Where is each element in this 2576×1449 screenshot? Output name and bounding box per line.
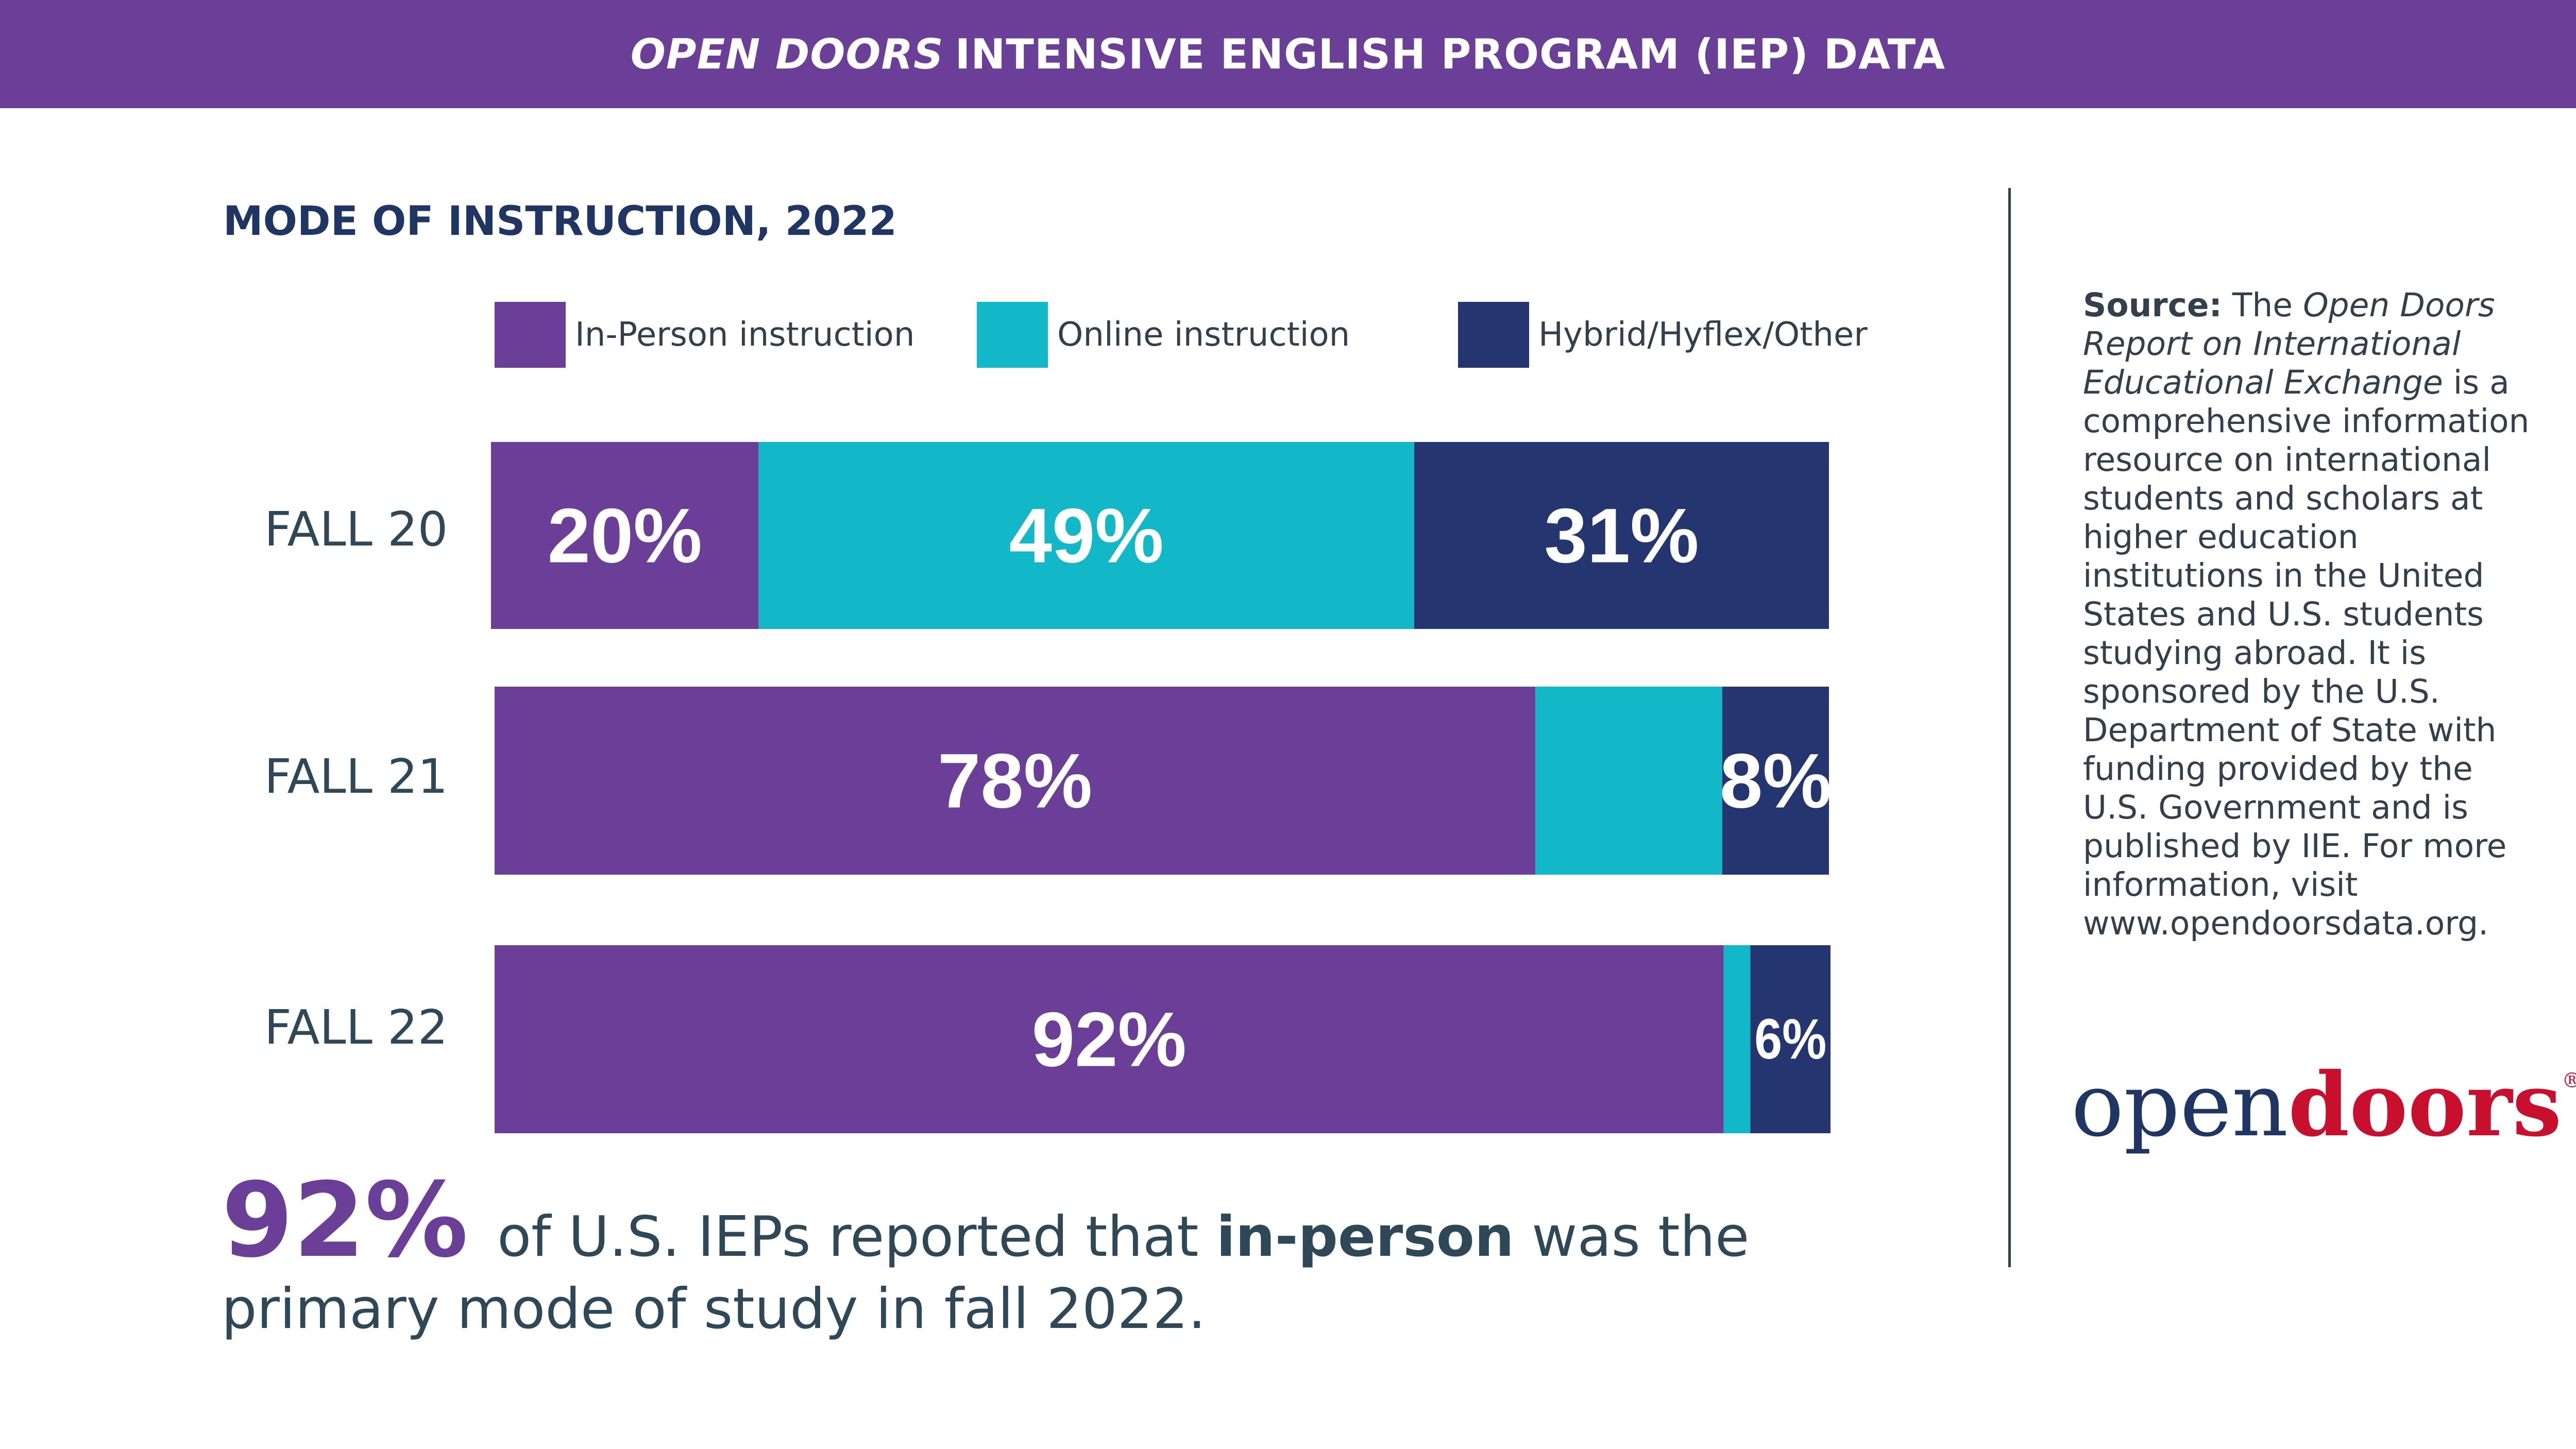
data-label-fall-20-series-1: 49% xyxy=(1009,492,1164,579)
bar-fall-20-series-1 xyxy=(758,442,1414,629)
source-note: Source: The Open Doors Report on Interna… xyxy=(2083,286,2536,943)
takeaway-statement: 92% of U.S. IEPs reported that in-person… xyxy=(222,1169,1767,1345)
takeaway-stat: 92% xyxy=(222,1161,468,1281)
legend-item-hybrid: Hybrid/Hyflex/Other xyxy=(1458,302,1868,368)
bar-fall-21-series-0 xyxy=(495,687,1536,875)
source-report-name: Open Doors Report on International Educa… xyxy=(2083,286,2495,401)
data-label-fall-22-series-0: 92% xyxy=(1032,996,1187,1083)
legend-swatch-hybrid xyxy=(1458,302,1529,368)
takeaway-text-after: was the primary mode of study in fall 20… xyxy=(222,1205,1750,1341)
legend-item-in-person: In-Person instruction xyxy=(495,302,914,368)
data-label-fall-21-series-2: 8% xyxy=(1720,738,1832,824)
data-label-fall-22-series-2: 6% xyxy=(1754,1008,1826,1071)
category-label-fall-21: FALL 21 xyxy=(264,749,448,804)
takeaway-text-before: of U.S. IEPs reported that xyxy=(497,1205,1199,1269)
header-title: INTENSIVE ENGLISH PROGRAM (IEP) DATA xyxy=(955,30,1946,78)
source-text-1: The xyxy=(2232,286,2293,324)
category-label-fall-22: FALL 22 xyxy=(264,1000,448,1055)
opendoors-logo: opendoors® xyxy=(2071,1053,2576,1156)
header-title-italic: OPEN DOORS xyxy=(630,30,944,78)
legend-label-online: Online instruction xyxy=(1057,316,1350,354)
legend-label-hybrid: Hybrid/Hyflex/Other xyxy=(1538,316,1868,354)
logo-open: open xyxy=(2071,1054,2289,1156)
header-banner: OPEN DOORS INTENSIVE ENGLISH PROGRAM (IE… xyxy=(0,0,2576,108)
bar-fall-22-series-0 xyxy=(495,945,1724,1133)
bar-fall-21-series-1 xyxy=(1535,687,1722,875)
data-label-fall-21-series-0: 78% xyxy=(938,738,1092,824)
takeaway-bold: in-person xyxy=(1216,1205,1514,1269)
bar-fall-21-series-2 xyxy=(1722,687,1829,875)
data-label-fall-20-series-0: 20% xyxy=(548,492,702,579)
chart-subtitle: MODE OF INSTRUCTION, 2022 xyxy=(223,198,897,245)
logo-registered-mark: ® xyxy=(2562,1069,2576,1093)
source-label: Source: xyxy=(2083,286,2222,324)
data-label-fall-20-series-2: 31% xyxy=(1544,492,1699,579)
bar-fall-20-series-2 xyxy=(1414,442,1829,629)
vertical-divider xyxy=(2008,188,2011,1267)
bar-fall-20-series-0 xyxy=(491,442,759,629)
logo-doors: doors xyxy=(2288,1053,2562,1156)
legend-item-online: Online instruction xyxy=(977,302,1350,368)
source-text-2: is a comprehensive information resource … xyxy=(2083,364,2530,942)
bar-fall-22-series-1 xyxy=(1723,945,1751,1133)
legend-swatch-in-person xyxy=(495,302,566,368)
legend-swatch-online xyxy=(977,302,1048,368)
bar-fall-22-series-2 xyxy=(1750,945,1831,1133)
legend-label-in-person: In-Person instruction xyxy=(575,316,915,354)
category-label-fall-20: FALL 20 xyxy=(264,502,448,557)
